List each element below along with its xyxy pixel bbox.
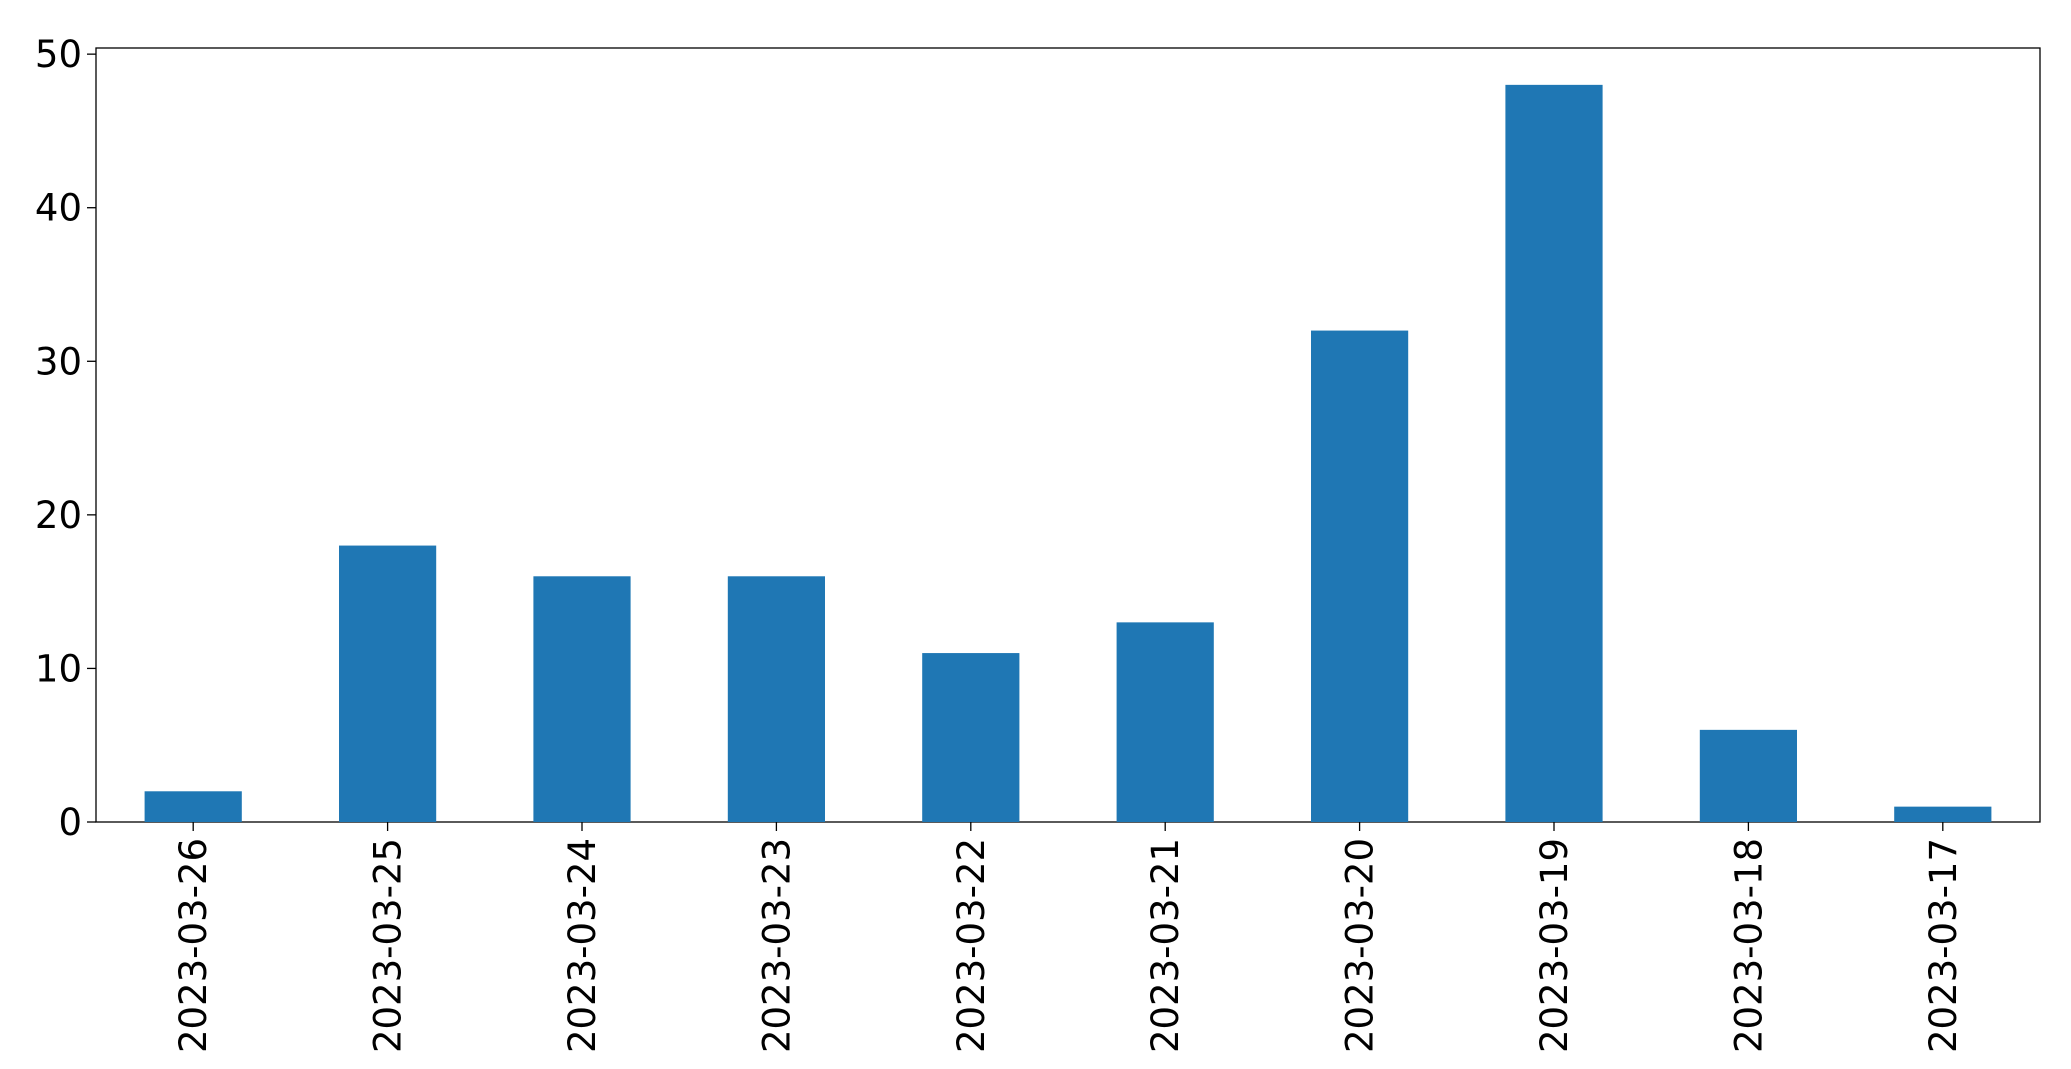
- bar: [1505, 84, 1603, 823]
- bar: [1311, 330, 1409, 822]
- x-tick-label: 2023-03-22: [950, 838, 993, 1053]
- y-tick-label: 20: [35, 494, 82, 537]
- y-tick-label: 40: [35, 187, 82, 230]
- x-tick-label: 2023-03-18: [1727, 838, 1770, 1053]
- x-tick-label: 2023-03-26: [172, 838, 215, 1053]
- bar: [1116, 622, 1214, 822]
- bar: [144, 791, 242, 822]
- bar: [1894, 806, 1992, 822]
- bar: [533, 576, 631, 822]
- plot-frame: [95, 47, 2041, 823]
- x-tick-label: 2023-03-17: [1922, 838, 1965, 1053]
- y-tick-label: 50: [35, 33, 82, 76]
- bar: [727, 576, 825, 822]
- x-tick-label: 2023-03-25: [367, 838, 410, 1053]
- x-tick-label: 2023-03-21: [1144, 838, 1187, 1053]
- y-tick-label: 0: [58, 801, 82, 844]
- y-tick-label: 10: [35, 647, 82, 690]
- x-tick-label: 2023-03-24: [561, 838, 604, 1053]
- bar: [1699, 729, 1797, 822]
- x-tick-label: 2023-03-23: [755, 838, 798, 1053]
- x-tick-label: 2023-03-19: [1533, 838, 1576, 1053]
- y-tick-label: 30: [35, 340, 82, 383]
- bar: [922, 653, 1020, 822]
- bar: [339, 545, 437, 822]
- x-tick-label: 2023-03-20: [1339, 838, 1382, 1053]
